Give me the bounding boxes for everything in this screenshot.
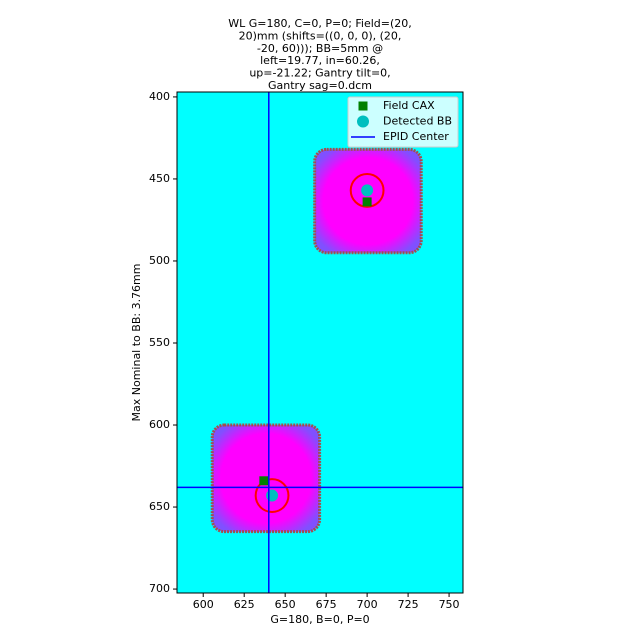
y-tick-label: 650 (149, 500, 170, 513)
legend-label: Detected BB (383, 115, 452, 128)
x-tick-label: 600 (193, 598, 214, 611)
field-cax (259, 476, 269, 486)
x-tick-label: 625 (234, 598, 255, 611)
legend-box (347, 96, 459, 148)
chart-title: left=19.77, in=60.26, (260, 54, 380, 67)
chart-title: WL G=180, C=0, P=0; Field=(20, (228, 17, 412, 30)
legend-marker (357, 115, 369, 128)
legend-label: EPID Center (383, 130, 449, 143)
chart-title: -20, 60))); BB=5mm @ (257, 42, 383, 55)
y-tick-label: 600 (149, 418, 170, 431)
legend-marker (358, 101, 368, 111)
x-tick-label: 700 (357, 598, 378, 611)
y-axis-label: Max Nominal to BB: 3.76mm (130, 264, 143, 422)
chart-title: Gantry sag=0.dcm (268, 79, 372, 92)
x-tick-label: 675 (316, 598, 337, 611)
y-tick-label: 500 (149, 254, 170, 267)
legend-label: Field CAX (383, 99, 435, 112)
detected-bb (361, 184, 374, 197)
chart-title: 20)mm (shifts=((0, 0, 0), (20, (239, 29, 402, 42)
y-tick-label: 550 (149, 336, 170, 349)
bb-circle (254, 478, 290, 513)
y-tick-label: 450 (149, 172, 170, 185)
y-tick-label: 400 (149, 90, 170, 103)
field-cax (362, 197, 372, 207)
x-tick-label: 650 (275, 598, 296, 611)
detected-bb (266, 489, 279, 502)
x-tick-label: 725 (398, 598, 419, 611)
bb-circle (349, 173, 385, 208)
y-tick-label: 700 (149, 582, 170, 595)
x-tick-label: 750 (439, 598, 460, 611)
chart-title: up=-21.22; Gantry tilt=0, (249, 67, 390, 80)
x-axis-label: G=180, B=0, P=0 (270, 613, 369, 626)
